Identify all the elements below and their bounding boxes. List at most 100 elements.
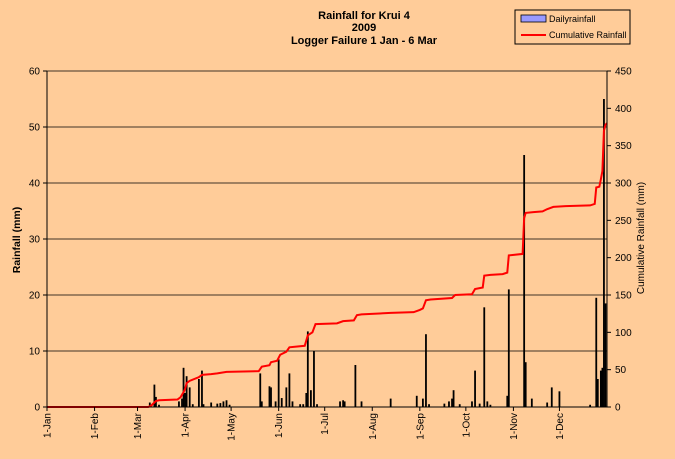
daily-rainfall-bar	[306, 331, 309, 407]
daily-rainfall-bar	[313, 351, 315, 407]
daily-rainfall-bar	[506, 395, 509, 407]
daily-rainfall-bar	[524, 362, 527, 407]
daily-rainfall-bar	[184, 393, 186, 407]
daily-rainfall-bar	[185, 376, 188, 407]
daily-rainfall-bar	[354, 365, 357, 407]
daily-rainfall-bar	[182, 367, 185, 407]
right-y-tick-label: 100	[615, 328, 632, 339]
left-y-tick-label: 50	[29, 123, 41, 134]
daily-rainfall-bar	[458, 404, 461, 407]
daily-rainfall-bar	[451, 398, 453, 407]
daily-rainfall-bar	[389, 398, 392, 407]
right-y-axis-title: Cumulative Rainfall (mm)	[636, 182, 647, 294]
title-line-2: 2009	[352, 22, 376, 34]
right-y-tick-label: 0	[615, 403, 621, 414]
daily-rainfall-bar	[299, 404, 302, 407]
daily-rainfall-bar	[277, 359, 280, 407]
x-tick-label: 1-Feb	[90, 413, 101, 440]
daily-rainfall-bar	[288, 373, 291, 407]
title-line-1: Rainfall for Krui 4	[318, 10, 411, 22]
daily-rainfall-bar	[452, 390, 455, 407]
legend-bar-label: Dailyrainfall	[549, 14, 596, 24]
daily-rainfall-bar	[425, 334, 427, 407]
daily-rainfall-bar	[421, 398, 424, 407]
daily-rainfall-bar	[197, 379, 200, 407]
daily-rainfall-bar	[530, 398, 533, 407]
daily-rainfall-bar	[309, 390, 312, 407]
left-y-tick-label: 20	[29, 291, 41, 302]
daily-rainfall-bar	[222, 401, 225, 407]
daily-rainfall-bar	[274, 401, 277, 407]
daily-rainfall-bar	[342, 400, 345, 407]
daily-rainfall-bar	[148, 402, 151, 407]
daily-rainfall-bar	[178, 401, 180, 407]
daily-rainfall-bar	[448, 401, 450, 407]
x-tick-labels: 1-Jan 1-Feb 1-Mar 1-Apr 1-May 1-Jun 1-Jul 1-Aug…	[43, 412, 566, 440]
left-y-tick-label: 0	[34, 403, 40, 414]
daily-rainfall-bar	[558, 391, 561, 407]
daily-rainfall-bar	[259, 373, 262, 407]
daily-rainfall-bar	[280, 398, 283, 407]
daily-rainfall-bar	[443, 403, 446, 407]
right-y-tick-label: 300	[615, 179, 632, 190]
daily-rainfall-bar	[153, 384, 156, 407]
legend: Dailyrainfall Cumulative Rainfall	[514, 9, 631, 45]
daily-rainfall-bar	[219, 403, 222, 407]
daily-rainfall-bar	[201, 370, 203, 407]
daily-rainfall-bar	[316, 404, 318, 407]
right-y-tick-label: 150	[615, 291, 632, 302]
daily-rainfall-bar	[302, 404, 305, 407]
daily-rainfall-bar	[478, 403, 481, 407]
daily-rainfall-bar	[268, 386, 271, 407]
right-y-tick-label: 50	[615, 365, 627, 376]
daily-rainfall-bar	[546, 402, 549, 407]
daily-rainfall-bar	[507, 289, 510, 407]
daily-rainfall-bar	[225, 400, 228, 407]
daily-rainfall-bar	[188, 387, 191, 407]
daily-rainfall-bar	[285, 387, 288, 407]
daily-rainfall-bar	[216, 403, 219, 407]
daily-rainfall-bar	[260, 401, 263, 407]
x-tick-label: 1-Mar	[133, 412, 144, 439]
x-tick-label: 1-May	[227, 413, 238, 441]
daily-rainfall-bar	[210, 402, 213, 407]
daily-rainfall-bar	[599, 370, 602, 407]
daily-rainfall-bar	[191, 404, 194, 407]
chart-title: Rainfall for Krui 4 2009 Logger Failure …	[291, 10, 438, 47]
legend-line-label: Cumulative Rainfall	[549, 30, 627, 40]
daily-rainfall-bar	[181, 398, 183, 407]
daily-rainfall-bar	[603, 99, 605, 407]
right-y-tick-label: 250	[615, 216, 632, 227]
daily-rainfall-bar	[428, 404, 430, 407]
x-tick-label: 1-Apr	[181, 412, 192, 437]
legend-bar-swatch	[520, 14, 547, 23]
right-y-tick-label: 400	[615, 104, 632, 115]
daily-rainfall-bar	[589, 404, 592, 407]
daily-rainfall-bar	[483, 307, 486, 407]
daily-rainfall-bar	[471, 401, 473, 407]
x-tick-label: 1-Jan	[43, 413, 54, 438]
daily-rainfall-bar	[343, 401, 346, 407]
daily-rainfall-bar	[305, 393, 308, 407]
title-line-3: Logger Failure 1 Jan - 6 Mar	[291, 35, 438, 47]
right-y-tick-label: 200	[615, 253, 632, 264]
daily-rainfall-bar	[202, 404, 205, 407]
x-tick-label: 1-Nov	[509, 413, 520, 440]
axes	[43, 70, 611, 411]
daily-rainfall-bar	[596, 379, 599, 407]
right-y-tick-label: 450	[615, 67, 632, 78]
daily-rainfall-bar	[360, 401, 363, 407]
daily-rainfall-bar	[595, 297, 598, 407]
left-y-tick-label: 10	[29, 347, 41, 358]
cumulative-rainfall-line	[47, 122, 608, 408]
left-y-axis-title: Rainfall (mm)	[11, 207, 23, 274]
daily-rainfall-bar	[550, 387, 553, 407]
daily-rainfall-bar	[604, 303, 607, 407]
x-tick-label: 1-Dec	[555, 413, 566, 440]
x-tick-label: 1-Sep	[415, 413, 426, 440]
right-y-tick-labels: 0 50 100 150 200 250 300 350 400 450	[615, 67, 632, 414]
daily-rainfall-bar	[523, 155, 526, 407]
x-tick-label: 1-Jul	[320, 413, 331, 435]
